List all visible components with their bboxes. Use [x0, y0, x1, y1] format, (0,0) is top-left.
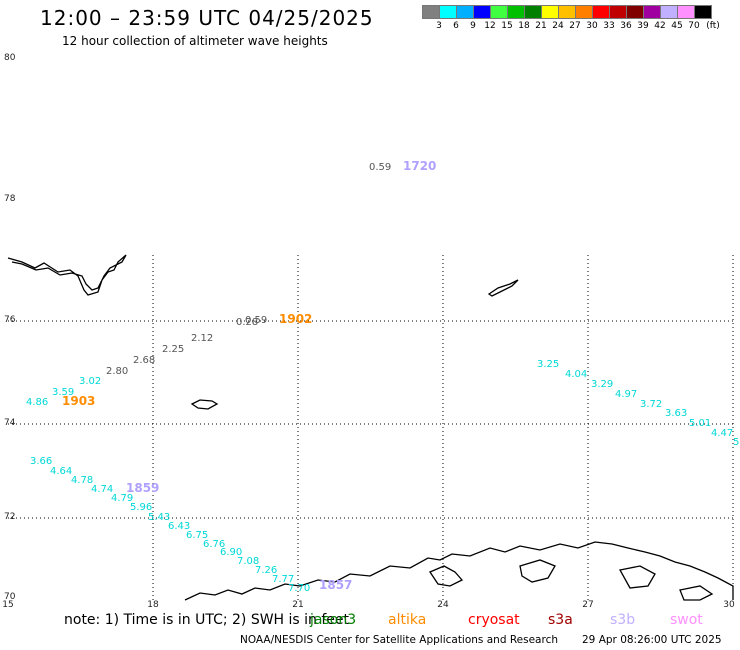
pass-time-label: 1857: [319, 578, 352, 592]
wave-height-label: 4.64: [50, 466, 72, 477]
wave-height-label: 3.29: [591, 379, 613, 390]
scale-label: 12: [484, 21, 496, 31]
wave-height-label: 4.79: [111, 493, 133, 504]
wave-height-label: 6.76: [203, 539, 225, 550]
sat-swot: swot: [670, 612, 703, 628]
wave-height-label: 4.78: [71, 475, 93, 486]
scale-swatch: [694, 5, 712, 19]
lat-label-78: 78: [4, 194, 16, 204]
scale-label: 18: [518, 21, 530, 31]
coast-detail-1: [429, 565, 464, 587]
wave-height-label: 6.75: [186, 530, 208, 541]
bear-island-coast: [190, 399, 219, 410]
lon-label-21: 21: [292, 600, 304, 610]
scale-label: 6: [453, 21, 459, 31]
credit-text: NOAA/NESDIS Center for Satellite Applica…: [240, 634, 558, 646]
sat-altika: altika: [388, 612, 427, 628]
lat-label-70: 70: [4, 592, 16, 602]
wave-height-label: 3.72: [640, 399, 662, 410]
coastlines: [7, 254, 734, 601]
wave-height-label: 5.96: [130, 502, 152, 513]
wave-height-label: 2.12: [191, 333, 213, 344]
wave-height-label: 5.01: [689, 418, 711, 429]
lon-label-27: 27: [582, 600, 594, 610]
sat-s3b: s3b: [610, 612, 636, 628]
scale-label: 70: [688, 21, 700, 31]
wave-height-label: 3.02: [79, 376, 101, 387]
wave-height-color-scale: [422, 5, 712, 19]
scale-label: 24: [552, 21, 564, 31]
map-title: 12:00 – 23:59 UTC 04/25/2025: [40, 6, 374, 30]
lat-label-80: 80: [4, 53, 16, 63]
pass-time-label: 1902: [279, 312, 312, 326]
sat-cryosat: cryosat: [468, 612, 520, 628]
lat-label-76: 76: [4, 315, 16, 325]
scale-label: 39: [637, 21, 649, 31]
wave-height-label: 5: [733, 437, 739, 448]
coast-detail-3: [618, 565, 656, 589]
wave-height-label: 7.70: [288, 583, 310, 594]
pass-time-label: 1859: [126, 481, 159, 495]
scale-label: 45: [671, 21, 683, 31]
wave-height-label: 6.43: [168, 521, 190, 532]
lon-label-30: 30: [723, 600, 735, 610]
scale-unit: (ft): [706, 21, 720, 31]
lon-label-15: 15: [2, 600, 14, 610]
wave-height-label: 3.63: [665, 408, 687, 419]
wave-height-label: 4.97: [615, 389, 637, 400]
wave-height-label: 4.04: [565, 369, 587, 380]
norway-coast: [184, 541, 734, 601]
wave-height-label: 2.80: [106, 366, 128, 377]
lon-label-18: 18: [147, 600, 159, 610]
scale-label: 42: [654, 21, 666, 31]
lon-label-24: 24: [437, 600, 449, 610]
legend-note: note: 1) Time is in UTC; 2) SWH is in fe…: [64, 612, 703, 628]
wave-height-label: 6.90: [220, 547, 242, 558]
wave-height-label: 0.28: [236, 317, 258, 328]
sat-s3a: s3a: [548, 612, 573, 628]
lat-label-72: 72: [4, 512, 16, 522]
scale-label: 21: [535, 21, 547, 31]
scale-label: 15: [501, 21, 513, 31]
wave-height-label: 4.86: [26, 397, 48, 408]
graticule: [8, 255, 734, 600]
wave-height-label: 2.25: [162, 344, 184, 355]
wave-height-label: 7.08: [237, 556, 259, 567]
scale-label: 36: [620, 21, 632, 31]
pass-time-label: 1903: [62, 394, 95, 408]
wave-height-label: 3.59: [52, 387, 74, 398]
wave-height-label: 0.59: [245, 315, 267, 326]
wave-height-label: 7.77: [272, 574, 294, 585]
wave-height-label: 3.66: [30, 456, 52, 467]
timestamp-text: 29 Apr 08:26:00 UTC 2025: [582, 634, 722, 646]
wave-height-label: 3.25: [537, 359, 559, 370]
scale-label: 27: [569, 21, 581, 31]
map-subtitle: 12 hour collection of altimeter wave hei…: [62, 34, 328, 48]
wave-height-label: 4.74: [91, 484, 113, 495]
coast-detail-4: [679, 585, 714, 601]
note-text: note: 1) Time is in UTC; 2) SWH is in fe…: [64, 612, 350, 628]
sat-jason3: jason3: [310, 612, 357, 628]
kong-karls-land-coast: [487, 279, 519, 297]
scale-label: 3: [436, 21, 442, 31]
pass-time-label: 1720: [403, 159, 436, 173]
wave-height-label: 2.68: [133, 355, 155, 366]
wave-height-label: 0.59: [369, 162, 391, 173]
lat-label-74: 74: [4, 418, 16, 428]
scale-label: 30: [586, 21, 598, 31]
wave-height-label: 4.47: [711, 428, 733, 439]
svalbard-coast: [7, 254, 127, 296]
wave-height-label: 5.43: [148, 512, 170, 523]
wave-height-label: 7.26: [255, 565, 277, 576]
coast-detail-2: [519, 559, 556, 583]
scale-label: 33: [603, 21, 615, 31]
scale-label: 9: [470, 21, 476, 31]
